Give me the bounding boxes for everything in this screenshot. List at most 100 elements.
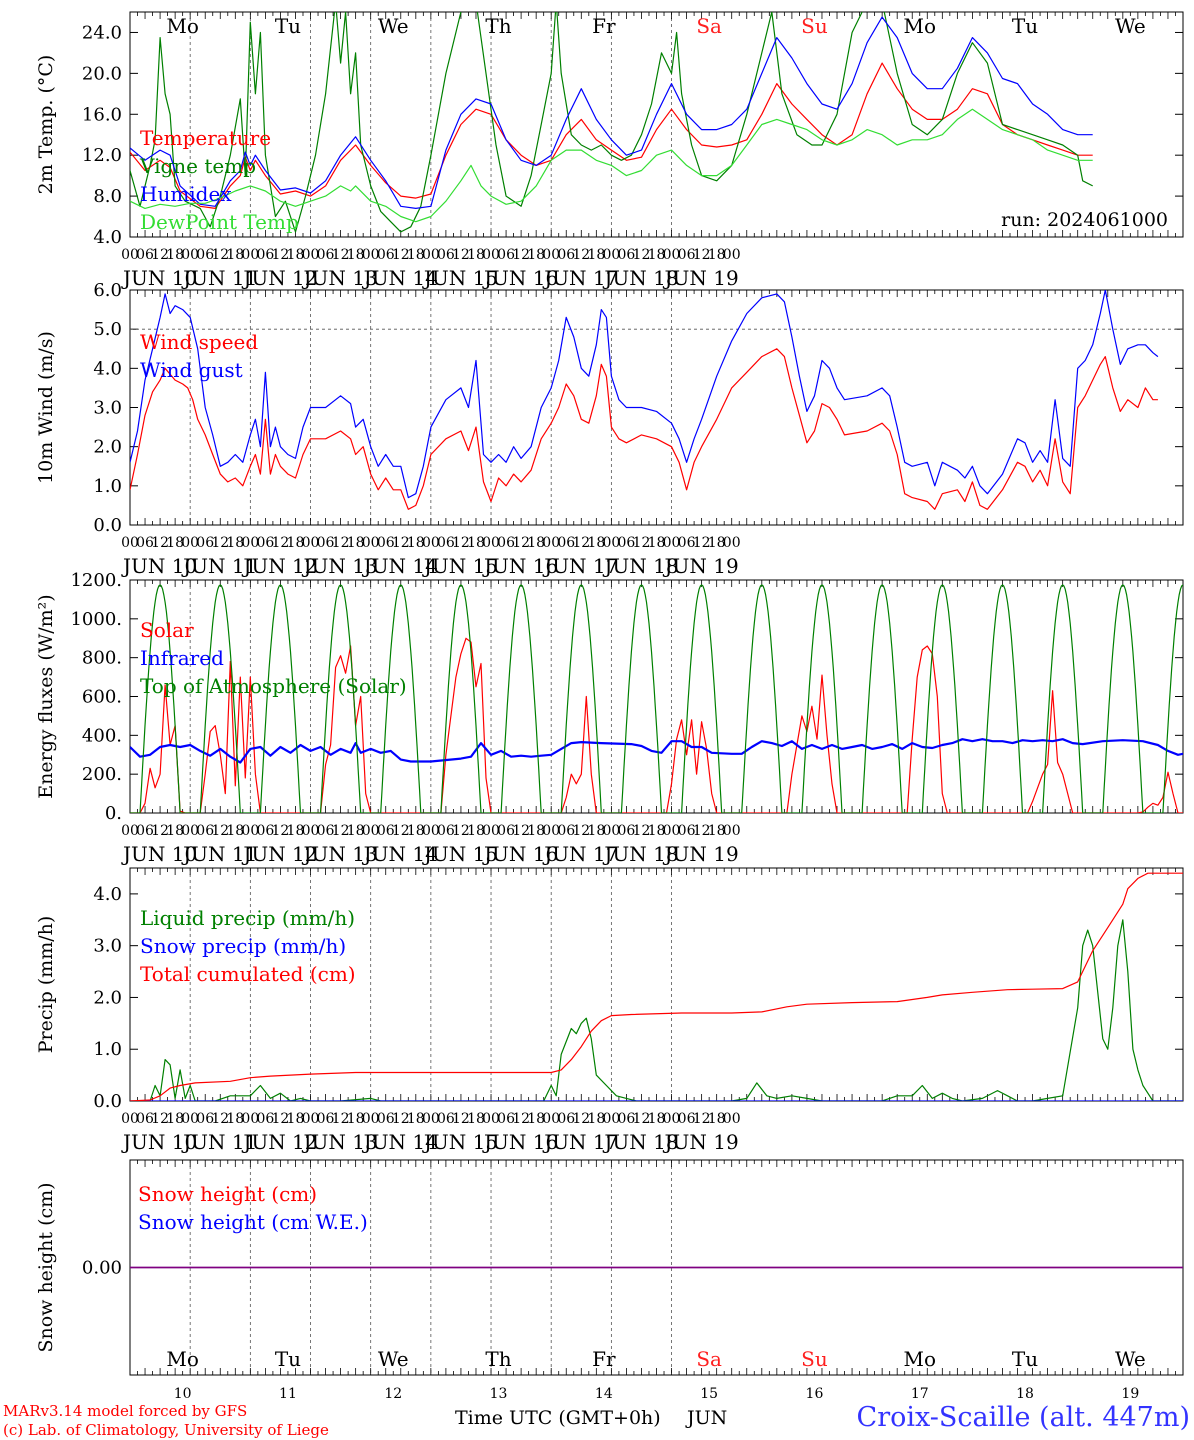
panels: 4.0 8.0 12.0 16.0 20.0 24.0 2m Temp. (°C) Tempe…	[35, 11, 1184, 1402]
date-label: JUN 15	[422, 554, 498, 578]
weekday-label-bottom: Su	[801, 1347, 828, 1371]
hour-label: 06	[256, 247, 274, 263]
hour-label: 12	[332, 247, 350, 263]
hour-label: 12	[332, 823, 350, 839]
hour-label: 18	[648, 1111, 666, 1127]
date-label: JUN 13	[302, 842, 378, 866]
hour-label: 00	[241, 247, 259, 263]
hour-label: 12	[512, 535, 530, 551]
hour-label: 12	[693, 535, 711, 551]
hour-label: 12	[392, 1111, 410, 1127]
y-tick-label: 20.0	[82, 63, 122, 84]
date-label: JUN 16	[482, 1130, 558, 1154]
hour-label: 06	[557, 535, 575, 551]
series-line-humidex	[130, 16, 1093, 209]
series-line-wind-speed	[130, 348, 1158, 510]
date-label: JUN 10	[121, 842, 197, 866]
hour-label: 06	[437, 247, 455, 263]
hour-label: 18	[347, 535, 365, 551]
hour-label: 12	[572, 535, 590, 551]
hour-label: 12	[693, 247, 711, 263]
hour-label: 18	[226, 823, 244, 839]
hour-label: 18	[587, 247, 605, 263]
day-number-label: 13	[490, 1386, 508, 1402]
hour-label: 18	[587, 535, 605, 551]
y-tick-label: 3.0	[93, 398, 122, 419]
hour-label: 06	[497, 823, 515, 839]
hour-label: 18	[287, 247, 305, 263]
hour-label: 00	[422, 1111, 440, 1127]
y-tick-label: 1.0	[93, 1039, 122, 1060]
hour-label: 12	[272, 535, 290, 551]
hour-label: 18	[226, 535, 244, 551]
legend-entry: Liquid precip (mm/h)	[140, 906, 355, 930]
date-label: JUN 12	[241, 1130, 317, 1154]
hour-label: 06	[497, 535, 515, 551]
legend-entry: Vigne temp	[139, 154, 256, 178]
series-line-liquid-precip-mm-h-	[130, 919, 1183, 1101]
day-number-label: 18	[1016, 1386, 1034, 1402]
date-label: JUN 15	[422, 266, 498, 290]
date-label: JUN 18	[602, 842, 678, 866]
hour-label: 18	[407, 535, 425, 551]
date-label: JUN 19	[663, 266, 739, 290]
hour-label: 18	[587, 823, 605, 839]
date-label: JUN 12	[241, 842, 317, 866]
date-label: JUN 18	[602, 554, 678, 578]
legend-entry: Humidex	[140, 182, 232, 206]
series-line-infrared	[130, 738, 1183, 764]
footer-model-line: MARv3.14 model forced by GFS	[3, 1402, 247, 1420]
hour-label: 06	[437, 535, 455, 551]
hour-label: 12	[332, 535, 350, 551]
hour-label: 12	[633, 1111, 651, 1127]
hour-label: 18	[287, 823, 305, 839]
hour-label: 00	[181, 535, 199, 551]
date-label: JUN 13	[302, 266, 378, 290]
hour-label: 00	[723, 1111, 741, 1127]
weekday-label-bottom: Th	[485, 1347, 511, 1371]
hour-label: 18	[226, 1111, 244, 1127]
hour-label: 12	[452, 823, 470, 839]
hour-label: 06	[317, 247, 335, 263]
date-label: JUN 17	[542, 1130, 618, 1154]
series-group	[130, 12, 1093, 233]
y-tick-label: 4.0	[93, 884, 122, 905]
legend-entry: DewPoint Temp	[140, 210, 299, 234]
hour-label: 06	[256, 823, 274, 839]
hour-label: 18	[407, 1111, 425, 1127]
hour-label: 00	[482, 247, 500, 263]
hour-label: 06	[557, 247, 575, 263]
weekday-label-bottom: We	[378, 1347, 409, 1371]
series-line-dewpoint-temp	[130, 108, 1093, 223]
y-tick-label: 200.	[82, 764, 122, 785]
hour-label: 00	[542, 1111, 560, 1127]
legend-entry: Temperature	[140, 126, 271, 150]
series-line-vigne-temp	[130, 12, 1093, 233]
hour-label: 00	[602, 247, 620, 263]
hour-label: 06	[136, 535, 154, 551]
y-tick-label: 0.00	[82, 1258, 122, 1279]
hour-label: 00	[181, 247, 199, 263]
date-label: JUN 10	[121, 1130, 197, 1154]
hour-label: 06	[256, 535, 274, 551]
hour-label: 12	[452, 247, 470, 263]
hour-label: 12	[512, 1111, 530, 1127]
date-label: JUN 18	[602, 266, 678, 290]
y-tick-label: 0.	[105, 803, 122, 824]
hour-label: 12	[151, 247, 169, 263]
date-label: JUN 15	[422, 1130, 498, 1154]
date-label: JUN 14	[362, 554, 438, 578]
hour-label: 12	[633, 535, 651, 551]
series-group	[130, 872, 1183, 1101]
hour-label: 06	[196, 535, 214, 551]
date-label: JUN 17	[542, 266, 618, 290]
date-label: JUN 14	[362, 1130, 438, 1154]
hour-label: 00	[121, 823, 139, 839]
weekday-label-top: Tu	[275, 14, 301, 38]
date-label: JUN 11	[181, 554, 257, 578]
hour-label: 06	[317, 535, 335, 551]
legend-entry: Wind gust	[140, 358, 243, 382]
y-axis-label: 10m Wind (m/s)	[35, 331, 57, 484]
hour-label: 00	[482, 1111, 500, 1127]
